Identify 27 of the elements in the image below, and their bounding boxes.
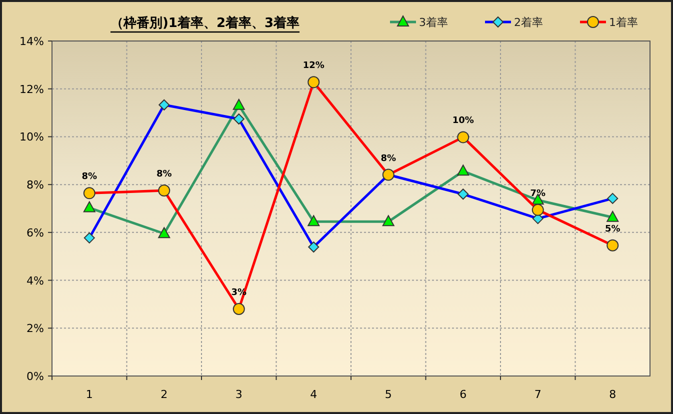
y-tick-label: 12%	[20, 82, 44, 96]
y-tick-label: 4%	[26, 274, 44, 288]
y-tick-label: 8%	[26, 178, 44, 192]
data-label: 8%	[156, 170, 172, 180]
data-label: 7%	[530, 188, 546, 199]
x-tick-label: 3	[235, 388, 242, 401]
data-label: 12%	[302, 61, 324, 72]
legend-label: 1着率	[609, 16, 638, 29]
y-tick-label: 10%	[20, 130, 44, 144]
data-label: 10%	[452, 116, 474, 126]
y-tick-label: 2%	[26, 322, 44, 336]
data-label: 8%	[380, 154, 396, 164]
chart-title: （枠番別)1着率、2着率、3着率	[110, 15, 300, 31]
x-tick-label: 6	[460, 388, 467, 401]
legend-label: 2着率	[514, 16, 543, 29]
y-tick-label: 6%	[26, 226, 44, 240]
x-tick-label: 5	[384, 388, 392, 401]
x-tick-label: 2	[160, 388, 168, 401]
y-tick-label: 14%	[20, 35, 44, 48]
y-tick-label: 0%	[26, 370, 44, 383]
data-label: 8%	[82, 172, 98, 182]
x-tick-label: 4	[310, 388, 318, 401]
x-tick-label: 8	[609, 388, 616, 401]
x-tick-label: 1	[86, 388, 93, 401]
data-label: 5%	[604, 224, 620, 234]
legend-label: 3着率	[419, 16, 448, 29]
x-tick-label: 7	[534, 388, 542, 401]
